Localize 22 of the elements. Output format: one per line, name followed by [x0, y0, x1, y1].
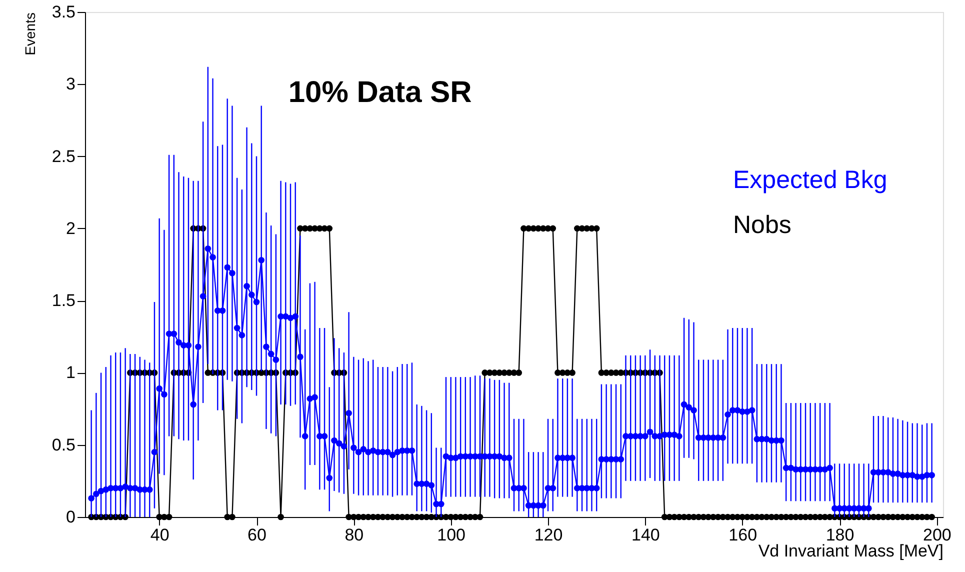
y-tick-label: 0 [66, 508, 76, 526]
y-tick-label: 3 [66, 74, 76, 94]
x-axis-title: Vd Invariant Mass [MeV] [758, 542, 944, 560]
x-tick-label: 120 [534, 526, 563, 544]
text: Expected Bkg [733, 166, 888, 194]
text: 10% Data SR [288, 76, 472, 109]
x-tick-label: 160 [728, 526, 758, 544]
y-tick-label: 3.5 [52, 2, 76, 22]
x-tick-label: 200 [922, 526, 952, 544]
x-tick-label: 140 [631, 526, 660, 544]
text: Nobs [733, 211, 792, 239]
x-tick-label: 80 [344, 526, 364, 544]
y-tick-label: 2.5 [52, 146, 76, 166]
y-tick-label: 1 [66, 363, 76, 382]
x-tick-label: 60 [248, 526, 266, 544]
y-tick-label: 0.5 [52, 435, 76, 454]
y-tick-label: 1.5 [52, 291, 76, 310]
y-axis-title: Events [22, 12, 38, 56]
x-tick-label: 180 [826, 526, 854, 544]
x-tick-label: 40 [150, 526, 170, 544]
y-tick-label: 2 [66, 218, 76, 238]
x-tick-label: 100 [437, 526, 466, 544]
